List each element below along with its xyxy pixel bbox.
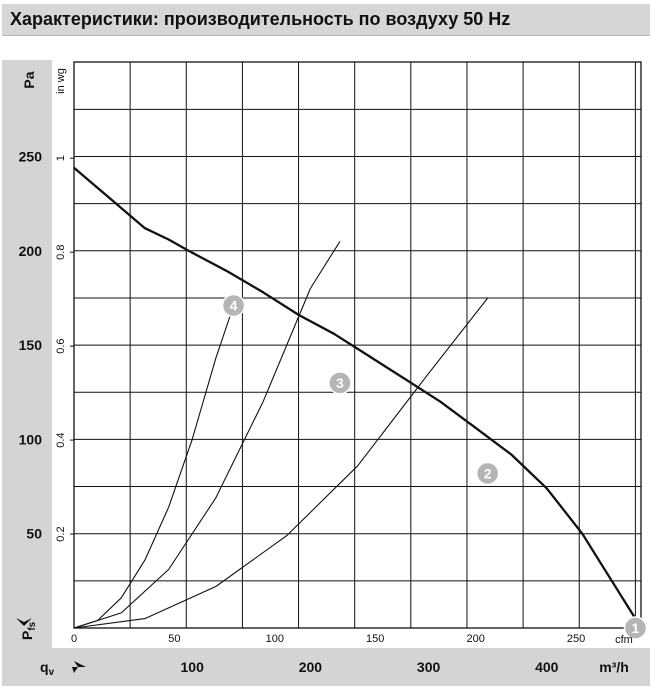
- y-unit-inwg: in wg: [55, 68, 67, 94]
- curves: [73, 166, 637, 629]
- operating-point-marker: [221, 293, 246, 318]
- y-axis-symbol: Pfs: [19, 621, 38, 640]
- x-axis-band: [2, 648, 650, 686]
- system-curve: [73, 297, 489, 629]
- y-unit-pa: Pa: [21, 71, 37, 88]
- x-tick-cfm: 50: [168, 633, 180, 645]
- x-tick-m3h: 200: [299, 659, 323, 675]
- operating-point-label: 4: [230, 297, 238, 313]
- x-unit-m3h: m³/h: [599, 659, 629, 675]
- operating-point-marker: [475, 461, 500, 486]
- y-tick-pa: 100: [19, 431, 43, 447]
- y-tick-inwg: 1: [55, 155, 67, 161]
- x-tick-cfm: 150: [366, 633, 384, 645]
- x-unit-cfm: cfm: [615, 634, 633, 646]
- x-axis-arrow: [72, 661, 86, 673]
- x-tick-cfm: 0: [71, 633, 77, 645]
- operating-point-2: 2: [475, 461, 500, 486]
- x-tick-m3h: 300: [417, 659, 441, 675]
- y-tick-inwg: 0.4: [55, 432, 67, 447]
- operating-point-4: 4: [221, 293, 246, 318]
- x-axis-symbol: qv: [40, 659, 55, 678]
- y-tick-pa: 50: [26, 526, 42, 542]
- system-curve: [73, 241, 341, 629]
- system-curve: [73, 305, 235, 629]
- operating-point-label: 1: [632, 620, 640, 636]
- title-bar: Характеристики: производительность по во…: [2, 4, 650, 36]
- operating-point-label: 2: [484, 465, 492, 481]
- y-tick-pa: 250: [19, 149, 43, 165]
- x-tick-cfm: 100: [266, 633, 284, 645]
- operating-point-marker: [623, 616, 648, 640]
- axis-labels: 50 100 150 200 250 Pa in wg 0.2 0.4 0.6 0.8 1 Pfs 0 50…: [16, 68, 633, 678]
- x-tick-cfm: 250: [567, 633, 585, 645]
- y-tick-pa: 200: [19, 243, 43, 259]
- x-tick-cfm: 200: [466, 633, 484, 645]
- operating-point-label: 3: [336, 375, 344, 391]
- y-axis-arrow: [16, 618, 32, 626]
- x-tick-m3h: 100: [181, 659, 205, 675]
- operating-point-marker: [328, 371, 352, 395]
- y-tick-inwg: 0.8: [55, 245, 67, 260]
- y-tick-inwg: 0.6: [55, 338, 67, 353]
- grid: [73, 61, 642, 629]
- x-tick-m3h: 400: [535, 659, 559, 675]
- operating-point-3: 3: [328, 371, 352, 395]
- operating-points: 1 2 3 4: [221, 293, 648, 640]
- fan-curve: [73, 166, 637, 620]
- y-axis-band: [2, 60, 52, 660]
- y-tick-inwg: 0.2: [55, 526, 67, 541]
- operating-point-1: 1: [623, 616, 648, 640]
- y-tick-pa: 150: [19, 337, 43, 353]
- chart-title: Характеристики: производительность по во…: [10, 9, 511, 29]
